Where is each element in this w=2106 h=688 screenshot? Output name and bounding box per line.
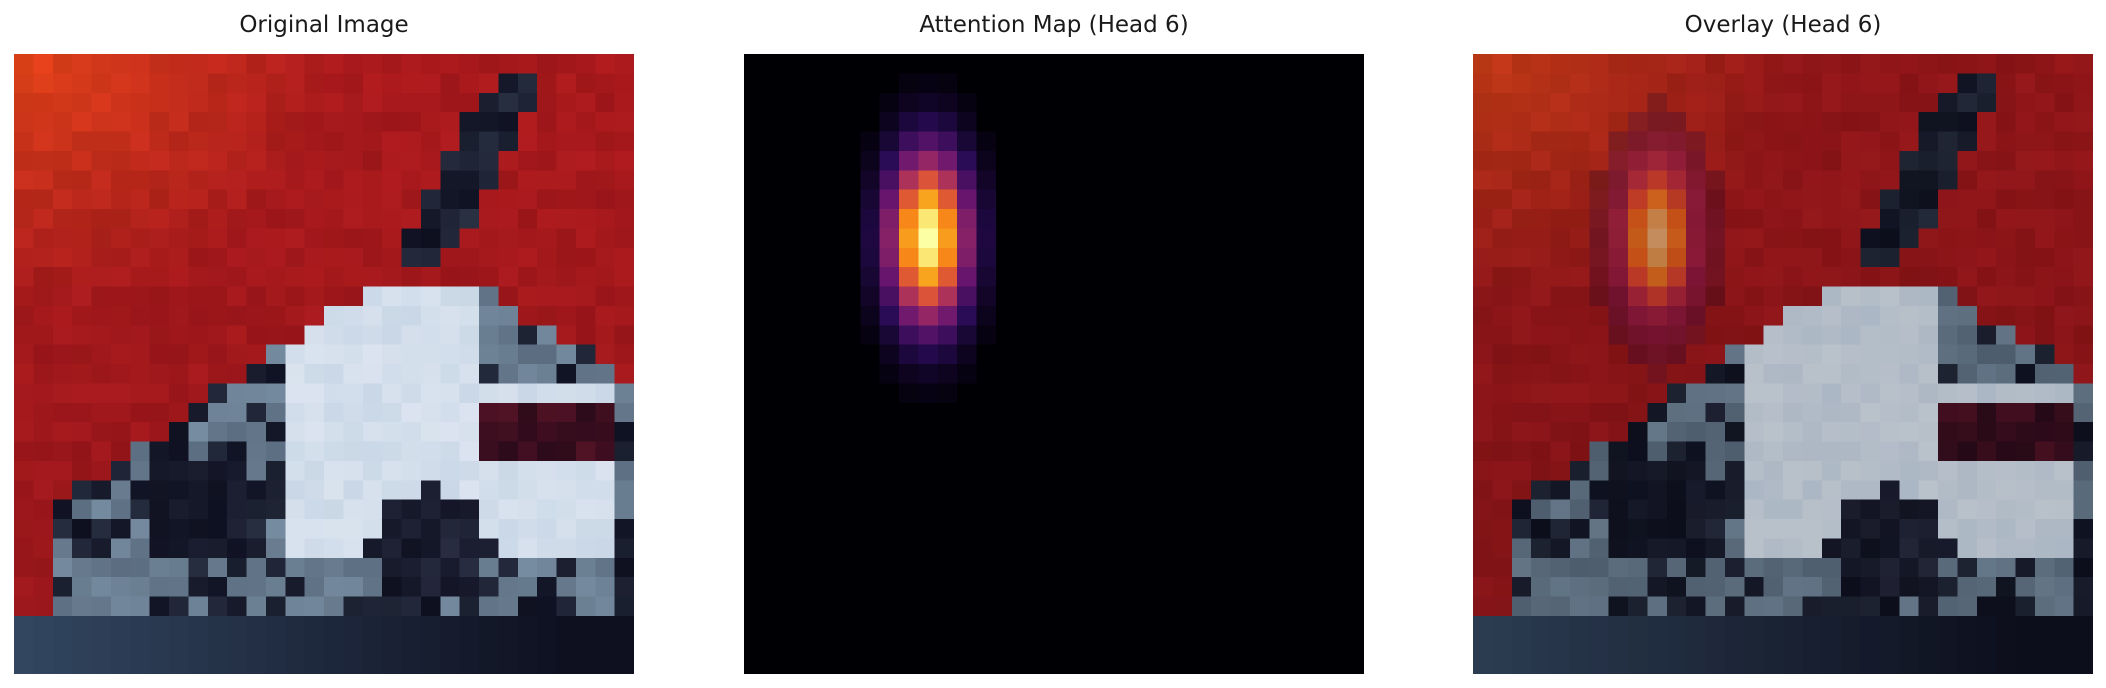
overlay-title: Overlay (Head 6) [1684,12,1882,38]
original-image [14,54,634,674]
overlay-image [1473,54,2093,674]
overlay-panel: Overlay (Head 6) [1473,0,2093,688]
attention-map-image [744,54,1364,674]
original-image-title: Original Image [239,12,409,38]
original-image-panel: Original Image [14,0,634,688]
attention-map-title: Attention Map (Head 6) [919,12,1189,38]
attention-map-panel: Attention Map (Head 6) [744,0,1364,688]
